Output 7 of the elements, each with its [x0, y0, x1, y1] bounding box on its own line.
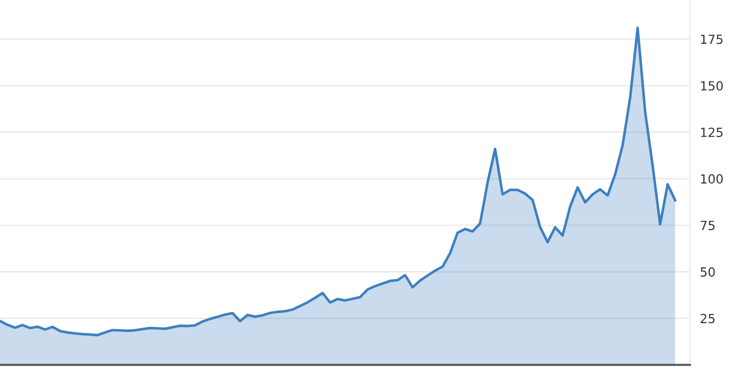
- y-tick-label: 25: [700, 314, 715, 324]
- y-tick-label: 50: [700, 267, 715, 277]
- y-tick-label: 75: [700, 220, 715, 230]
- y-tick-label: 175: [701, 34, 722, 44]
- y-tick-label: 125: [701, 128, 722, 138]
- y-tick-label: 150: [701, 81, 723, 91]
- y-tick-label: 100: [701, 174, 723, 184]
